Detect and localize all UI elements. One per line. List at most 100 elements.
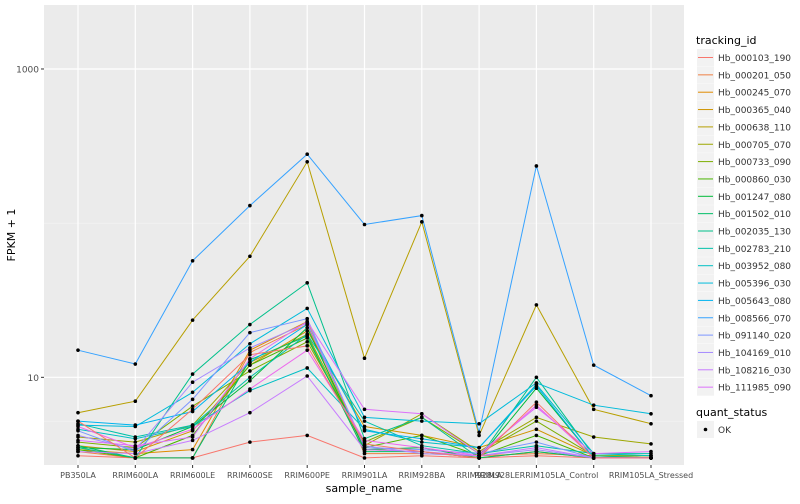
data-point: [477, 456, 481, 460]
data-point: [190, 447, 195, 452]
data-point: [362, 447, 367, 452]
legend-label: Hb_000705_070: [718, 141, 791, 151]
data-point: [248, 369, 252, 373]
y-axis-title: FPKM + 1: [5, 209, 18, 262]
data-point: [76, 449, 80, 454]
data-point: [190, 407, 195, 412]
data-point: [591, 403, 596, 407]
data-point: [248, 356, 252, 361]
data-point: [420, 449, 424, 454]
data-point: [305, 344, 310, 348]
data-point: [133, 362, 138, 366]
data-point: [534, 440, 539, 444]
data-point: [305, 306, 310, 311]
legend-label: Hb_111985_090: [718, 384, 791, 394]
x-axis: PB350LA RRIM600LA RRIM600LE RRIM600SE RRIM60…: [60, 465, 693, 480]
data-point: [248, 322, 252, 327]
data-point: [591, 451, 596, 456]
legend-label: Hb_000638_110: [718, 123, 791, 133]
x-tick-label: RRIM600LE: [170, 471, 215, 480]
data-point: [248, 378, 252, 383]
data-point: [76, 419, 80, 423]
data-point: [534, 445, 539, 450]
data-point: [133, 440, 138, 444]
data-point: [534, 164, 539, 168]
legend-label: Hb_091140_020: [718, 332, 791, 342]
legend-title: tracking_id: [696, 34, 757, 47]
data-point: [649, 456, 653, 460]
data-point: [305, 340, 310, 344]
data-point: [76, 433, 80, 438]
data-point: [248, 440, 252, 444]
data-point: [190, 435, 195, 439]
data-point: [248, 203, 252, 208]
data-point: [305, 433, 310, 438]
data-point: [133, 445, 138, 450]
legend-label: Hb_000860_030: [718, 175, 791, 185]
data-point: [190, 424, 195, 429]
data-point: [534, 403, 539, 407]
data-point: [76, 424, 80, 429]
data-point: [649, 442, 653, 446]
data-point: [190, 258, 195, 263]
data-point: [248, 353, 252, 357]
data-point: [248, 360, 252, 365]
data-point: [420, 419, 424, 423]
data-point: [534, 427, 539, 432]
data-point: [133, 399, 138, 404]
legend-label: Hb_001502_010: [718, 210, 791, 220]
data-point: [305, 316, 310, 321]
data-point: [420, 412, 424, 416]
data-point: [248, 375, 252, 380]
data-point: [362, 438, 367, 443]
data-point: [420, 415, 424, 420]
data-point: [362, 415, 367, 420]
point-legend-label: OK: [718, 426, 732, 436]
data-point: [591, 407, 596, 412]
data-point: [362, 428, 367, 433]
data-point: [420, 433, 424, 438]
legend-label: Hb_001247_080: [718, 193, 791, 203]
data-point: [190, 390, 195, 395]
data-point: [534, 375, 539, 380]
legend-label: Hb_000365_040: [718, 106, 791, 116]
legend-label: Hb_104169_010: [718, 349, 791, 359]
data-point: [420, 213, 424, 218]
data-point: [534, 400, 539, 404]
y-axis: 10 1000: [16, 65, 44, 384]
data-point: [248, 363, 252, 367]
data-point: [362, 222, 367, 227]
data-point: [76, 410, 80, 415]
legend-label: Hb_005643_080: [718, 297, 791, 307]
x-tick-label: RRIM928LA: [456, 471, 502, 480]
data-point: [420, 436, 424, 441]
data-point: [305, 152, 310, 157]
legend: tracking_id Hb_000103_190Hb_000201_050Hb…: [696, 34, 791, 438]
data-point: [362, 456, 367, 460]
data-point: [649, 449, 653, 454]
x-tick-label: RRIM901LA: [342, 471, 388, 480]
data-point: [248, 341, 252, 346]
data-point: [305, 374, 310, 378]
data-point: [649, 412, 653, 416]
data-point: [305, 325, 310, 330]
data-point: [248, 254, 252, 259]
data-point: [362, 419, 367, 423]
data-point: [362, 424, 367, 429]
data-point: [305, 348, 310, 352]
data-point: [248, 410, 252, 415]
data-point: [190, 404, 195, 408]
data-point: [477, 445, 481, 450]
data-point: [133, 423, 138, 427]
data-point: [305, 160, 310, 164]
x-tick-label: RRIM600PE: [284, 471, 330, 480]
legend-label: Hb_002783_210: [718, 245, 791, 255]
data-point: [477, 421, 481, 426]
legend-label: Hb_003952_080: [718, 262, 791, 272]
data-point: [420, 440, 424, 444]
data-point: [248, 346, 252, 350]
legend-label: Hb_000103_190: [718, 54, 791, 64]
data-point: [534, 433, 539, 438]
